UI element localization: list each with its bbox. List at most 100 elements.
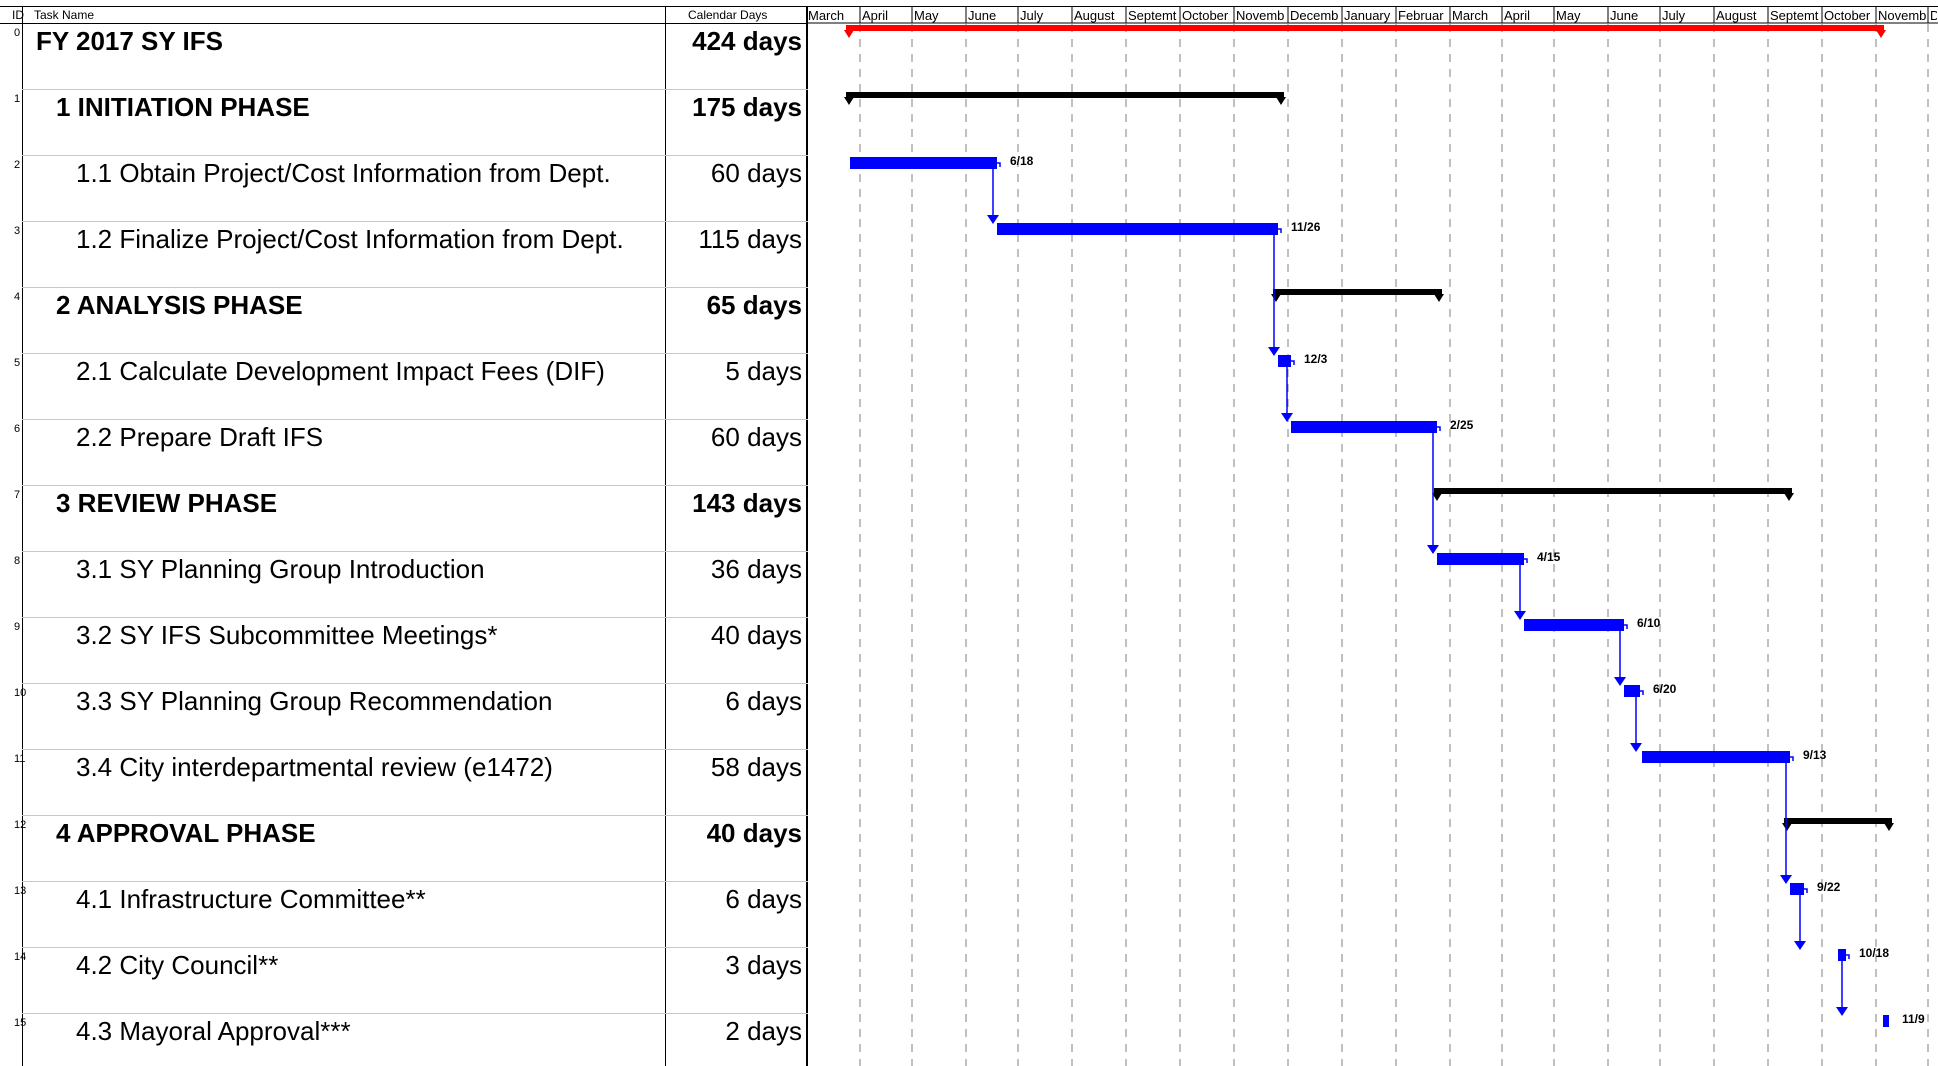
summary-bar <box>1273 289 1442 295</box>
top-border <box>0 6 1938 7</box>
bar-date-label: 2/25 <box>1450 418 1474 432</box>
header-divider <box>0 23 808 24</box>
task-name-cell[interactable]: 1.1 Obtain Project/Cost Information from… <box>76 158 611 188</box>
timescale-month-label: October <box>1182 9 1229 23</box>
summary-end-marker <box>1434 294 1444 302</box>
timescale-month-label: Septemt <box>1770 9 1819 23</box>
summary-bar <box>1434 488 1792 494</box>
row-divider <box>22 221 808 222</box>
task-id: 10 <box>14 687 27 699</box>
timescale-month-label: June <box>1610 9 1639 23</box>
bar-date-label: 9/22 <box>1817 880 1841 894</box>
task-id: 12 <box>14 819 27 831</box>
dependency-arrowhead <box>1794 941 1806 950</box>
task-name-column-header[interactable]: Task Name <box>34 8 95 22</box>
task-name-cell[interactable]: 2 ANALYSIS PHASE <box>56 290 303 320</box>
dependency-link <box>1790 756 1794 761</box>
task-name-cell[interactable]: 4 APPROVAL PHASE <box>56 818 316 848</box>
duration-cell[interactable]: 6 days <box>725 884 802 914</box>
id-column-header[interactable]: ID <box>12 8 24 22</box>
id-column-divider <box>22 6 23 1066</box>
task-name-cell[interactable]: 2.2 Prepare Draft IFS <box>76 422 324 452</box>
dependency-arrowhead <box>1281 413 1293 422</box>
duration-cell[interactable]: 60 days <box>710 158 802 188</box>
duration-cell[interactable]: 2 days <box>725 1016 802 1046</box>
summary-end-marker <box>1432 493 1442 501</box>
duration-cell[interactable]: 40 days <box>706 818 802 848</box>
task-name-cell[interactable]: 4.3 Mayoral Approval*** <box>76 1016 351 1046</box>
task-id: 15 <box>14 1017 27 1029</box>
duration-cell[interactable]: 6 days <box>725 686 802 716</box>
timescale-month-label: January <box>1344 9 1391 23</box>
duration-cell[interactable]: 60 days <box>710 422 802 452</box>
task-name-cell[interactable]: 2.1 Calculate Development Impact Fees (D… <box>76 356 605 386</box>
duration-cell[interactable]: 175 days <box>692 92 802 122</box>
task-name-cell[interactable]: 3 REVIEW PHASE <box>56 488 278 518</box>
row-divider <box>22 287 808 288</box>
task-id: 13 <box>14 885 27 897</box>
task-bar <box>1437 553 1524 565</box>
bar-date-label: 6/18 <box>1010 154 1034 168</box>
dependency-link <box>1846 954 1850 959</box>
timescale-month-label: De <box>1930 9 1937 23</box>
duration-cell[interactable]: 36 days <box>710 554 802 584</box>
task-bar <box>850 157 997 169</box>
timescale-month-label: Septemt <box>1128 9 1177 23</box>
dependency-arrowhead <box>1630 743 1642 752</box>
timescale-month-label: March <box>1452 9 1489 23</box>
duration-cell[interactable]: 3 days <box>725 950 802 980</box>
row-divider <box>22 419 808 420</box>
duration-cell[interactable]: 424 days <box>692 26 802 56</box>
duration-cell[interactable]: 5 days <box>725 356 802 386</box>
summary-end-marker <box>844 30 854 38</box>
timescale-month-label: July <box>1662 9 1686 23</box>
timescale-month-label: Novemb <box>1878 9 1927 23</box>
timescale-month-label: July <box>1020 9 1044 23</box>
task-name-cell[interactable]: 3.3 SY Planning Group Recommendation <box>76 686 553 716</box>
timescale-month-label: April <box>1504 9 1531 23</box>
summary-end-marker <box>844 97 854 105</box>
duration-cell[interactable]: 65 days <box>706 290 802 320</box>
task-id: 14 <box>14 951 27 963</box>
timescale-month-label: March <box>808 9 845 23</box>
row-divider <box>22 749 808 750</box>
summary-end-marker <box>1884 823 1894 831</box>
task-bar <box>1790 883 1804 895</box>
task-name-cell[interactable]: 3.1 SY Planning Group Introduction <box>76 554 485 584</box>
row-divider <box>22 155 808 156</box>
task-id: 6 <box>14 423 21 435</box>
task-name-cell[interactable]: 3.4 City interdepartmental review (e1472… <box>76 752 553 782</box>
dependency-arrowhead <box>1836 1007 1848 1016</box>
timescale-month-label: June <box>968 9 997 23</box>
duration-cell[interactable]: 115 days <box>698 224 802 254</box>
duration-cell[interactable]: 58 days <box>710 752 802 782</box>
timescale-month-label: May <box>914 9 939 23</box>
duration-cell[interactable]: 40 days <box>710 620 802 650</box>
dependency-arrowhead <box>987 215 999 224</box>
task-bar <box>1642 751 1790 763</box>
row-divider <box>22 353 808 354</box>
task-name-cell[interactable]: 4.2 City Council** <box>76 950 279 980</box>
task-name-cell[interactable]: 1 INITIATION PHASE <box>56 92 310 122</box>
task-name-cell[interactable]: 1.2 Finalize Project/Cost Information fr… <box>76 224 624 254</box>
row-divider <box>22 617 808 618</box>
timescale-month-label: October <box>1824 9 1871 23</box>
dependency-arrowhead <box>1780 875 1792 884</box>
task-bar <box>1883 1015 1889 1027</box>
task-id: 8 <box>14 555 21 567</box>
dependency-link <box>1640 690 1644 695</box>
task-id: 0 <box>14 27 21 39</box>
task-bar <box>1524 619 1624 631</box>
duration-column-header[interactable]: Calendar Days <box>688 8 768 22</box>
bar-date-label: 11/26 <box>1291 220 1321 234</box>
task-name-cell[interactable]: FY 2017 SY IFS <box>36 26 223 56</box>
row-divider <box>22 485 808 486</box>
task-bar <box>997 223 1278 235</box>
timescale-month-label: Decemb <box>1290 9 1339 23</box>
task-name-cell[interactable]: 4.1 Infrastructure Committee** <box>76 884 426 914</box>
table-chart-divider[interactable] <box>806 6 808 1066</box>
duration-cell[interactable]: 143 days <box>692 488 802 518</box>
dependency-arrowhead <box>1268 347 1280 356</box>
task-name-cell[interactable]: 3.2 SY IFS Subcommittee Meetings* <box>76 620 498 650</box>
